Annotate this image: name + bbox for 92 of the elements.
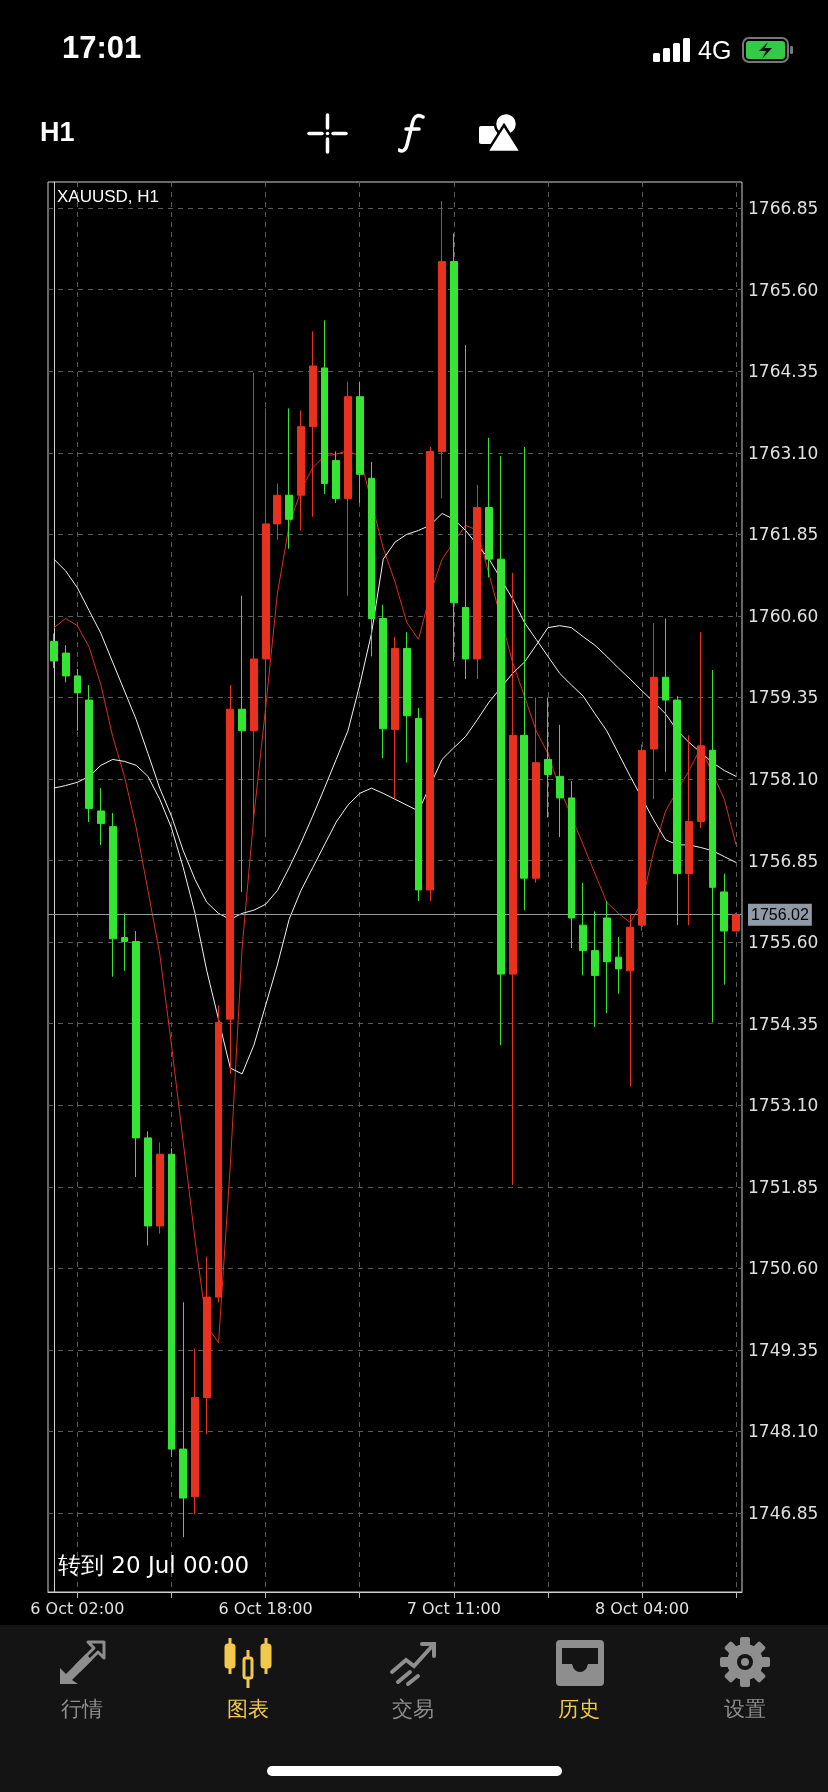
annotation: 转到 20 Jul 00:00 [58,1551,250,1580]
chart-title: XAUUSD, H1 [57,187,160,206]
candlestick [579,882,587,976]
candlestick [321,319,328,495]
candlestick [297,409,305,531]
candlestick [673,695,681,926]
candlestick [97,787,105,846]
candlestick [626,912,634,1087]
candlestick [109,812,117,978]
candlestick [273,482,281,541]
y-tick-label: 1756.85 [748,850,819,871]
candlestick [591,910,599,1028]
candlestick [697,631,705,829]
candlestick [168,1147,175,1458]
text: 交易 [391,1696,435,1723]
candlestick [179,1301,187,1538]
candlestick [638,743,646,932]
text: 图表 [226,1696,270,1723]
y-tick-label: 1755.60 [748,932,819,953]
candlestick [520,446,528,911]
candlestick [391,636,399,800]
candlestick [191,1348,199,1515]
candlestick [85,684,93,823]
candlestick [438,200,446,499]
candlestick [121,912,128,972]
y-tick-label: 1765.60 [748,279,819,300]
candlestick [62,644,70,683]
candlestick [544,696,552,819]
candlestick [497,455,505,1046]
candlestick [285,407,293,550]
x-tick-label: 8 Oct 04:00 [594,1598,690,1618]
line-series [53,450,737,1344]
candlestick [203,1256,211,1435]
x-tick-label: 7 Oct 11:00 [406,1598,501,1618]
candlestick [403,631,411,764]
candlestick [426,446,434,902]
candlestick [720,873,728,986]
text: 历史 [557,1696,601,1723]
candlestick [250,372,258,819]
candlestick [532,696,540,884]
candlestick [50,633,58,669]
candlestick [344,381,352,597]
candlestick [215,1004,222,1303]
y-tick-label: 1750.60 [748,1258,819,1279]
y-tick-label: 1753.10 [748,1095,819,1116]
y-tick-label: 1760.60 [748,605,819,626]
candlestick [685,734,693,926]
candlestick [615,936,622,995]
candlestick [415,707,422,902]
candlestick [226,684,234,1075]
y-tick-label: 1759.35 [748,687,819,708]
candlestick [332,450,340,504]
x-tick-label: 6 Oct 02:00 [30,1598,125,1618]
x-tick-label: 6 Oct 18:00 [218,1598,313,1618]
text: H1 [40,117,75,148]
candlestick [262,407,270,838]
text: 行情 [60,1696,104,1723]
candlestick [356,381,364,504]
text: 17:01 [62,30,142,66]
y-tick-label: 1764.35 [748,361,819,382]
candlestick [156,1141,164,1235]
candlestick [74,668,81,732]
candlestick [568,780,575,949]
y-tick-label: 1754.35 [748,1013,819,1034]
y-tick-label: 1746.85 [748,1503,819,1524]
candlestick [556,724,564,838]
text: 设置 [723,1696,767,1723]
candlestick [238,595,246,893]
candlestick [368,461,375,657]
candlestick [462,344,469,680]
candlestick [473,484,481,680]
y-tick-label: 1763.10 [748,442,819,463]
text: 4G [698,36,732,65]
ref-line-label: 1756.02 [751,906,809,924]
candlestick [309,330,317,518]
candlestick [132,930,140,1178]
y-tick-label: 1748.10 [748,1421,819,1442]
candlestick [144,1130,152,1247]
y-tick-label: 1761.85 [748,524,819,545]
candlestick [662,618,669,773]
candlestick [650,622,658,800]
candlestick [485,437,493,578]
candlestick [709,669,716,1023]
y-tick-label: 1751.85 [748,1176,819,1197]
y-tick-label: 1758.10 [748,769,819,790]
candlestick [450,233,458,662]
y-tick-label: 1749.35 [748,1339,819,1360]
candlestick [509,572,517,1186]
candlestick [603,900,611,1014]
candlestick [732,912,740,932]
candlestick [379,604,387,759]
y-tick-label: 1766.85 [748,198,819,219]
